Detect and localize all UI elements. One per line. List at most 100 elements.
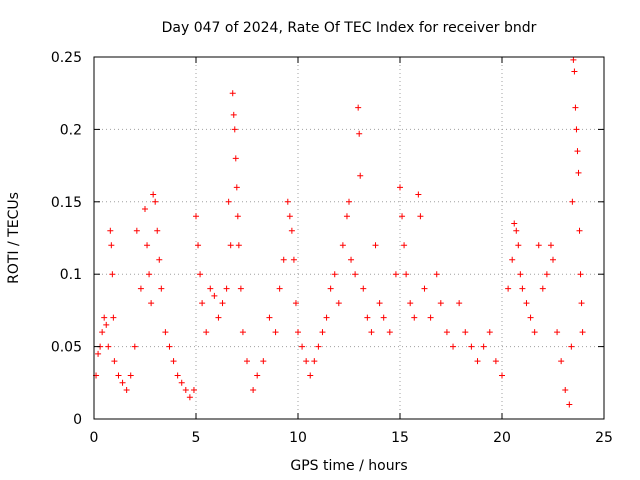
data-point (227, 242, 234, 249)
data-point (244, 358, 250, 365)
data-point (233, 184, 240, 191)
x-tick-label: 10 (289, 430, 307, 446)
data-point (474, 358, 481, 365)
data-point (311, 358, 318, 365)
data-point (323, 314, 330, 321)
data-point (547, 242, 554, 249)
data-point (346, 198, 352, 205)
data-point (307, 372, 314, 379)
data-point (368, 329, 375, 336)
data-point (343, 213, 350, 220)
data-point (199, 300, 206, 307)
data-point (468, 343, 475, 350)
data-point (170, 358, 177, 365)
data-point (148, 300, 155, 307)
data-point (360, 285, 367, 292)
data-point (230, 111, 237, 118)
data-point (286, 213, 293, 220)
data-point (499, 372, 505, 379)
data-point (392, 271, 399, 278)
data-point (186, 394, 193, 401)
data-point (462, 329, 469, 336)
data-point (103, 321, 110, 328)
data-point (288, 227, 295, 234)
data-point (166, 343, 173, 350)
data-point (372, 242, 379, 249)
data-point (154, 227, 161, 234)
data-point (158, 285, 165, 292)
data-point (355, 104, 362, 111)
data-point (203, 329, 210, 336)
data-point (110, 314, 117, 321)
y-tick-label: 0.15 (51, 195, 82, 211)
data-point (193, 213, 199, 220)
data-point (127, 372, 134, 379)
data-point (579, 329, 586, 336)
data-point (401, 242, 408, 249)
data-point (543, 271, 550, 278)
data-point (133, 227, 140, 234)
data-point (519, 285, 526, 292)
data-point (266, 314, 273, 321)
data-point (348, 256, 355, 263)
data-point (558, 358, 565, 365)
data-point (486, 329, 493, 336)
data-point (99, 329, 106, 336)
y-tick-label: 0 (73, 412, 82, 428)
data-point (380, 314, 387, 321)
data-point (527, 314, 534, 321)
data-point (568, 343, 575, 350)
data-point (131, 343, 138, 350)
data-point (513, 227, 520, 234)
data-point (577, 271, 584, 278)
data-point (570, 56, 577, 63)
data-point (109, 271, 116, 278)
data-point (239, 329, 246, 336)
data-point (403, 271, 410, 278)
data-point (339, 242, 346, 249)
chart-title: Day 047 of 2024, Rate Of TEC Index for r… (162, 20, 537, 36)
data-point (327, 285, 334, 292)
data-point (115, 372, 122, 379)
data-point (123, 387, 130, 394)
x-tick-label: 5 (192, 430, 201, 446)
data-point (295, 329, 301, 336)
data-point (578, 300, 585, 307)
data-point (572, 104, 579, 111)
data-point (142, 206, 148, 213)
data-point (235, 242, 242, 249)
data-point (437, 300, 444, 307)
data-point (562, 387, 569, 394)
data-point (284, 198, 291, 205)
x-tick-label: 25 (595, 430, 613, 446)
data-point (182, 387, 189, 394)
data-point (152, 198, 159, 205)
data-point (207, 285, 214, 292)
data-point (415, 191, 422, 198)
data-point (569, 198, 576, 205)
x-tick-label: 15 (391, 430, 409, 446)
data-point (195, 242, 202, 249)
data-point (146, 271, 153, 278)
data-point (397, 184, 403, 191)
data-point (254, 372, 261, 379)
data-point (492, 358, 499, 365)
data-point (509, 256, 516, 263)
data-point (231, 126, 238, 133)
data-point (95, 350, 102, 357)
data-points (93, 56, 586, 408)
x-axis-label: GPS time / hours (290, 458, 407, 474)
data-point (450, 343, 457, 350)
data-point (357, 172, 364, 179)
x-tick-label: 20 (493, 430, 511, 446)
data-point (574, 148, 581, 155)
data-point (399, 213, 406, 220)
data-point (272, 329, 279, 336)
data-point (335, 300, 342, 307)
data-point (215, 314, 222, 321)
data-point (290, 256, 297, 263)
data-point (386, 329, 393, 336)
data-point (517, 271, 524, 278)
data-point (535, 242, 542, 249)
